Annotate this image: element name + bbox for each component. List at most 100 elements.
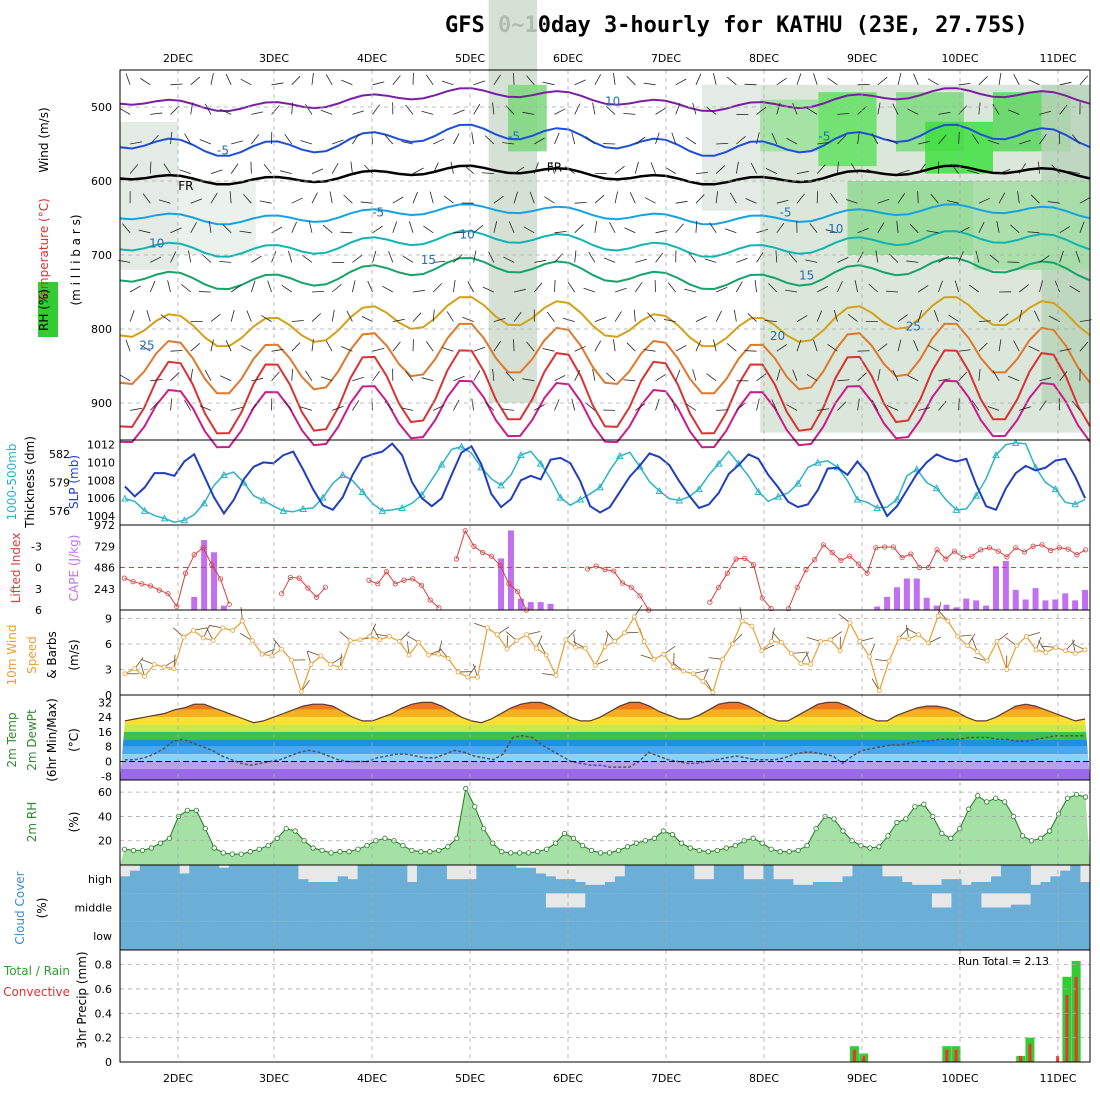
cloud-cell (317, 921, 329, 950)
wind-barb (220, 108, 232, 115)
wind-barb (854, 280, 858, 293)
cloud-cell (1060, 893, 1071, 922)
cloud-cell (1040, 921, 1051, 950)
cloud-cell (317, 893, 329, 922)
wind-barb (1027, 231, 1040, 234)
precip-tick: 0 (105, 1056, 112, 1069)
wind-point (161, 664, 167, 670)
wind-barb (594, 220, 598, 233)
rh-point (1011, 813, 1017, 820)
li-point (191, 552, 197, 558)
wind-barb (695, 171, 708, 174)
rh-point (597, 850, 604, 856)
wind-barb (372, 250, 377, 263)
cloud-cell (347, 879, 358, 894)
wind-barb (1019, 406, 1031, 411)
wind-barb (311, 192, 318, 204)
wind-barb (836, 161, 839, 174)
cape-bar (191, 596, 198, 610)
li-point (593, 563, 599, 569)
wind-barb (261, 315, 272, 322)
cloud-cell (822, 893, 833, 922)
cloud-cell (535, 893, 546, 922)
wind-barb (796, 193, 805, 204)
thickness-marker (259, 496, 268, 504)
wind-barb (574, 250, 577, 263)
rh-point (256, 846, 262, 852)
wind-barb (291, 197, 303, 204)
wind-point (671, 664, 676, 670)
wind-barb (574, 224, 584, 234)
day-label-top: 2DEC (163, 52, 193, 65)
rh-tick: 20 (98, 835, 112, 848)
wind-barb (308, 221, 313, 233)
cloud-cell (882, 893, 893, 922)
contour-label: 25 (139, 339, 154, 353)
wind-barb (453, 133, 460, 145)
cloud-cell (248, 893, 259, 922)
wind-barb (471, 398, 475, 411)
wind-barb (170, 349, 183, 352)
cloud-cell (218, 867, 230, 894)
wind-barb (473, 346, 486, 352)
rh-point (274, 835, 280, 841)
rh-point (966, 806, 972, 812)
cloud-cell (278, 921, 289, 950)
precip-convective-bar (954, 1049, 958, 1062)
wind-barb (421, 110, 434, 115)
wind-barb (837, 280, 843, 293)
wind-barb (305, 104, 313, 115)
wind-barb (868, 283, 879, 293)
rh-point (121, 846, 128, 852)
wind-point (592, 662, 598, 668)
rh-point (247, 849, 253, 855)
cloud-cell (1010, 921, 1022, 950)
wind-barb (492, 102, 495, 115)
rh-point (148, 845, 155, 851)
wind-point (1023, 633, 1029, 639)
wind-barb (352, 376, 364, 382)
cape-bar (211, 552, 218, 610)
cloud-cell (595, 893, 606, 922)
cloud-cell (1000, 907, 1012, 922)
wind-barb (594, 74, 602, 85)
wind-barb (1039, 110, 1052, 115)
wind-point (387, 633, 392, 639)
wind-barb (624, 227, 636, 234)
thickness-marker (932, 484, 941, 492)
wind-barb (564, 166, 575, 174)
wind-barb (877, 222, 885, 234)
text-layer: 2DEC 2DEC 3DEC 3DEC 4DEC 4DEC 5DEC 5DEC 6DEC 6DEC… (3, 52, 1077, 1085)
wind-barb (857, 132, 860, 145)
wind-barb (967, 169, 979, 174)
cloud-cell (605, 893, 616, 922)
wind-barb (918, 285, 929, 293)
rh-point (723, 845, 729, 851)
thickness-marker (437, 460, 446, 468)
wind-barb (522, 111, 535, 115)
cloud-cell (367, 893, 378, 922)
wind-point (338, 665, 343, 671)
cloud-cell (1020, 904, 1031, 922)
contour-20 (119, 296, 1091, 348)
cloud-cell (1080, 882, 1091, 894)
wind-barb (467, 281, 474, 293)
cloud-cell (209, 921, 220, 950)
wind-barb (816, 286, 828, 293)
rh-point (561, 830, 568, 837)
wind-point (818, 639, 823, 644)
wind-barb (341, 79, 353, 86)
li-point (418, 582, 425, 588)
thickness-marker (180, 516, 189, 524)
wind-barb (388, 251, 394, 263)
cloud-cell (981, 907, 992, 922)
li-line (124, 529, 1086, 611)
rh-point (579, 842, 586, 849)
cloud-cell (911, 921, 923, 950)
wind-barb (730, 192, 737, 204)
cloud-cell (911, 884, 923, 894)
wind-barb (978, 320, 991, 322)
wind-barb (906, 260, 919, 263)
panel-frame-slp (119, 439, 1091, 526)
